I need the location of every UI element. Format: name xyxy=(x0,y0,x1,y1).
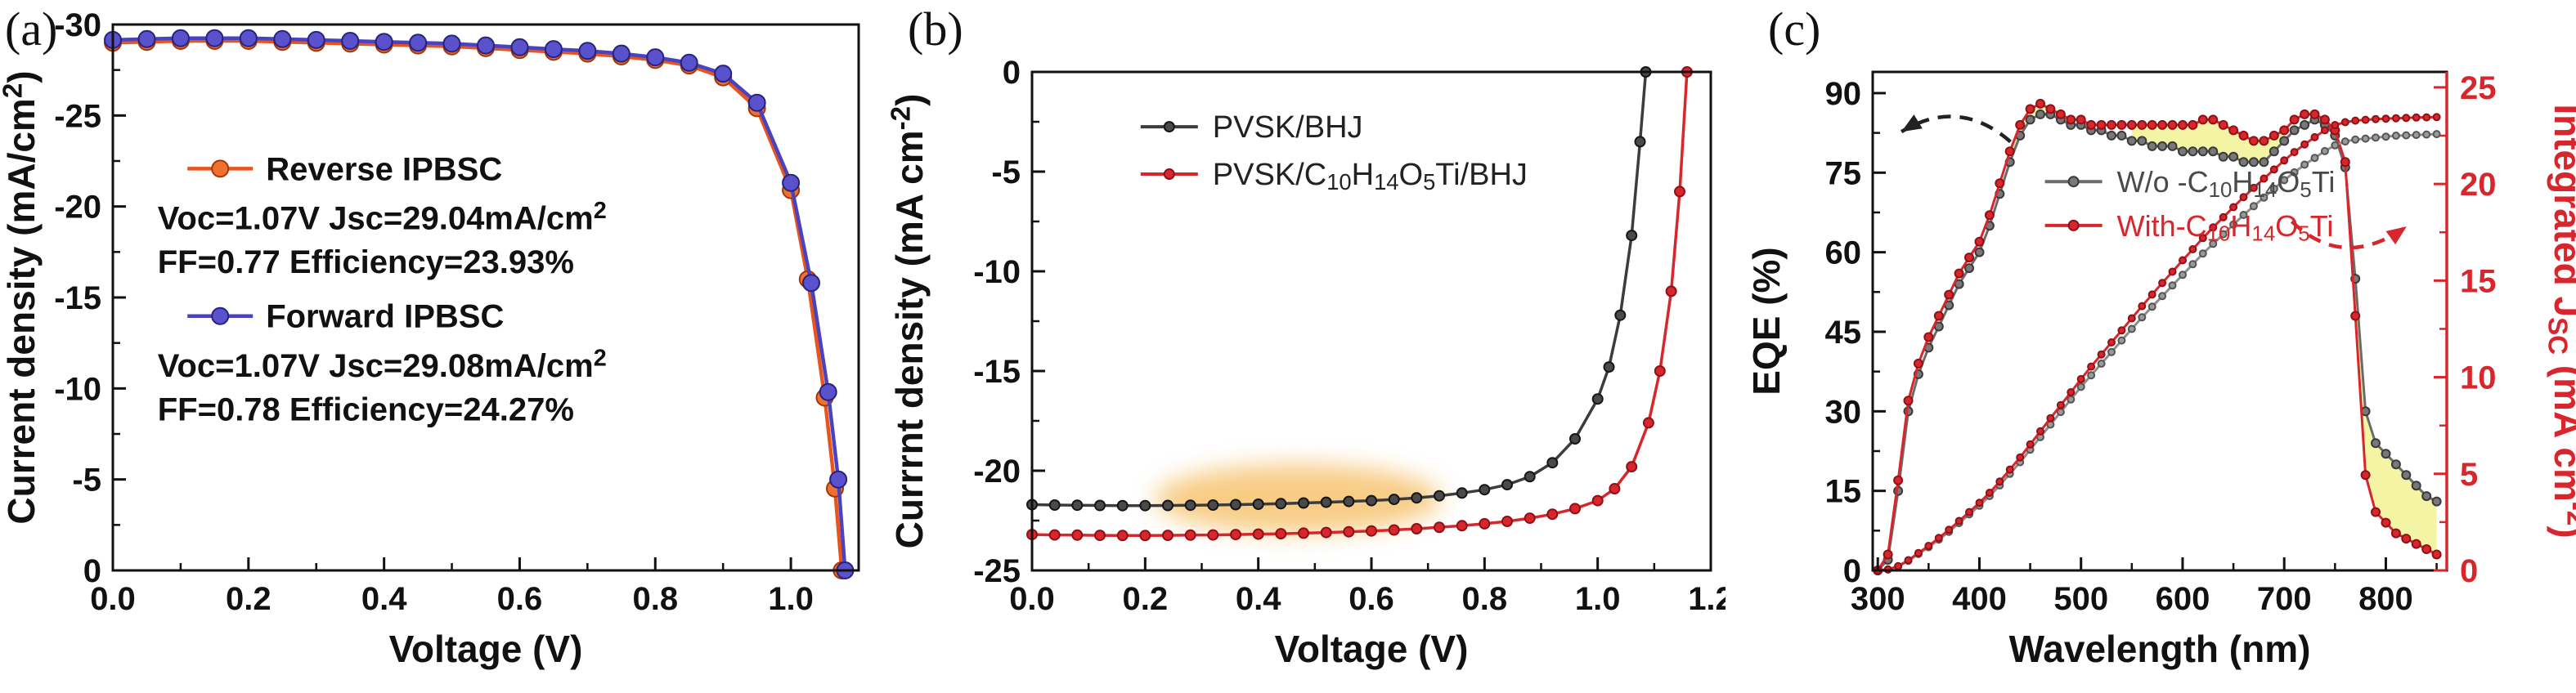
svg-text:-30: -30 xyxy=(54,7,101,43)
svg-text:-5: -5 xyxy=(991,154,1021,190)
svg-text:Current density (mA/cm2): Current density (mA/cm2) xyxy=(0,70,43,524)
svg-text:15: 15 xyxy=(2460,263,2497,299)
svg-text:25: 25 xyxy=(2460,70,2497,106)
svg-text:20: 20 xyxy=(2460,167,2497,203)
svg-text:0: 0 xyxy=(1843,553,1861,589)
svg-text:1.2: 1.2 xyxy=(1688,581,1726,617)
svg-text:Voltage (V): Voltage (V) xyxy=(1275,628,1469,670)
svg-text:PVSK/BHJ: PVSK/BHJ xyxy=(1213,110,1363,145)
eqe-chart-c: 300 400 500 600 700 800 0 15 30 45 60 75 90 0 5 10 15 20 2… xyxy=(1745,70,2576,670)
panel-c: (c) 300 400 500 600 700 800 0 15 30 45 60 75 90 0 5 10 1… xyxy=(1726,0,2576,693)
svg-text:Currrnt density (mA cm-2): Currrnt density (mA cm-2) xyxy=(886,94,931,549)
svg-text:1.0: 1.0 xyxy=(768,581,814,617)
svg-text:75: 75 xyxy=(1825,155,1862,191)
svg-text:FF=0.77 Efficiency=23.93%: FF=0.77 Efficiency=23.93% xyxy=(158,244,574,280)
svg-text:0.8: 0.8 xyxy=(1462,581,1508,617)
svg-text:30: 30 xyxy=(1825,394,1862,430)
svg-text:0.4: 0.4 xyxy=(1236,581,1281,617)
svg-text:0.2: 0.2 xyxy=(226,581,272,617)
svg-text:W/o -C10H14O5Ti: W/o -C10H14O5Ti xyxy=(2117,165,2336,202)
svg-text:0.6: 0.6 xyxy=(497,581,543,617)
svg-text:-5: -5 xyxy=(72,463,101,499)
svg-text:FF=0.78 Efficiency=24.27%: FF=0.78 Efficiency=24.27% xyxy=(158,391,574,427)
svg-text:800: 800 xyxy=(2358,581,2413,617)
svg-text:400: 400 xyxy=(1952,581,2007,617)
svg-text:5: 5 xyxy=(2460,457,2478,493)
svg-text:0.8: 0.8 xyxy=(632,581,678,617)
svg-text:10: 10 xyxy=(2460,360,2497,396)
svg-text:0: 0 xyxy=(2460,553,2478,589)
svg-text:-10: -10 xyxy=(54,371,101,407)
svg-text:500: 500 xyxy=(2053,581,2108,617)
svg-text:300: 300 xyxy=(1851,581,1905,617)
svg-text:Reverse IPBSC: Reverse IPBSC xyxy=(266,151,502,187)
svg-text:-25: -25 xyxy=(54,98,101,134)
svg-text:90: 90 xyxy=(1825,76,1862,112)
svg-text:-20: -20 xyxy=(54,190,101,226)
svg-text:Wavelength (nm): Wavelength (nm) xyxy=(2009,628,2311,670)
svg-text:-20: -20 xyxy=(973,454,1021,490)
panel-b-label: (b) xyxy=(908,2,963,56)
svg-text:0: 0 xyxy=(1003,55,1021,91)
svg-text:Voc=1.07V Jsc=29.08mA/cm2: Voc=1.07V Jsc=29.08mA/cm2 xyxy=(158,345,607,384)
svg-text:0.2: 0.2 xyxy=(1123,581,1169,617)
svg-text:Forward IPBSC: Forward IPBSC xyxy=(266,299,504,335)
svg-text:700: 700 xyxy=(2257,581,2312,617)
svg-text:15: 15 xyxy=(1825,474,1862,510)
panel-b: (b) 0.0 0.2 0.4 0.6 0.8 1.0 1.2 0 -5 -10 -15 -20 -25… xyxy=(875,0,1726,693)
svg-text:EQE (%): EQE (%) xyxy=(1745,247,1788,395)
svg-text:Voc=1.07V Jsc=29.04mA/cm2: Voc=1.07V Jsc=29.04mA/cm2 xyxy=(158,198,607,237)
svg-text:600: 600 xyxy=(2156,581,2210,617)
svg-text:0: 0 xyxy=(83,553,101,589)
panel-a: (a) 0.0 0.2 0.4 0.6 0.8 1.0 0 -5 -10 -15 -20 -25 -30… xyxy=(0,0,875,693)
svg-text:60: 60 xyxy=(1825,235,1862,271)
jv-curve-chart-a: 0.0 0.2 0.4 0.6 0.8 1.0 0 -5 -10 -15 -20 -25 -30 Volt… xyxy=(0,7,860,670)
panel-c-label: (c) xyxy=(1768,2,1821,56)
svg-text:0.0: 0.0 xyxy=(90,581,136,617)
svg-text:-15: -15 xyxy=(54,280,101,316)
svg-text:-10: -10 xyxy=(973,254,1021,290)
jv-curve-chart-b: 0.0 0.2 0.4 0.6 0.8 1.0 1.2 0 -5 -10 -15 -20 -25 Volt… xyxy=(886,55,1726,670)
svg-text:0.0: 0.0 xyxy=(1009,581,1055,617)
svg-text:45: 45 xyxy=(1825,315,1862,351)
svg-text:PVSK/C10H14O5Ti/BHJ: PVSK/C10H14O5Ti/BHJ xyxy=(1213,158,1528,194)
svg-text:Voltage (V): Voltage (V) xyxy=(389,628,583,670)
panel-a-label: (a) xyxy=(5,2,58,56)
svg-text:1.0: 1.0 xyxy=(1575,581,1621,617)
svg-text:Integrated JSC (mA cm-2): Integrated JSC (mA cm-2) xyxy=(2542,104,2576,538)
svg-text:0.4: 0.4 xyxy=(361,581,407,617)
svg-text:-15: -15 xyxy=(973,354,1021,390)
svg-text:0.6: 0.6 xyxy=(1349,581,1394,617)
svg-text:-25: -25 xyxy=(973,553,1021,589)
